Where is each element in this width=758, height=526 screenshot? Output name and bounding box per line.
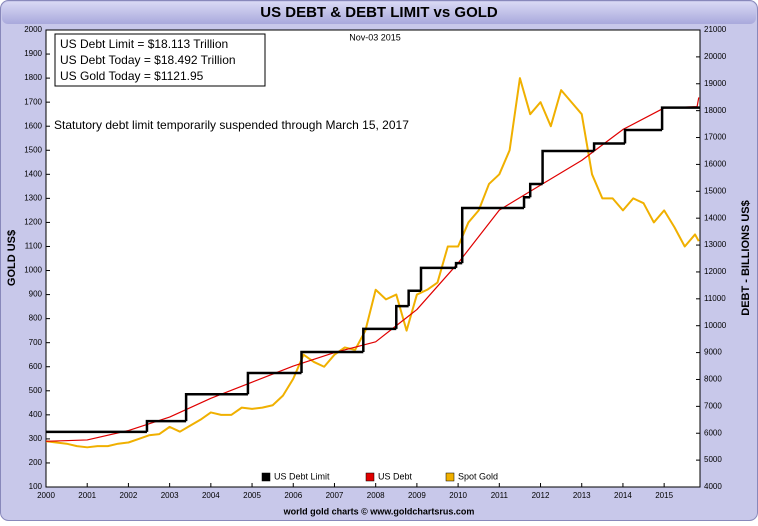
y-tick-label: 400 xyxy=(29,410,43,419)
y-tick-label: 100 xyxy=(29,482,43,491)
y-tick-label: 1900 xyxy=(24,49,42,58)
y2-tick-label: 14000 xyxy=(704,213,727,222)
y-tick-label: 1200 xyxy=(24,218,42,227)
chart-title: US DEBT & DEBT LIMIT vs GOLD xyxy=(260,4,498,21)
legend-swatch xyxy=(261,472,271,482)
y-tick-label: 1500 xyxy=(24,145,42,154)
y2-tick-label: 17000 xyxy=(704,133,727,142)
series-line xyxy=(45,97,700,442)
step-segment xyxy=(246,371,302,395)
x-tick-label: 2006 xyxy=(284,491,302,500)
y-tick-label: 700 xyxy=(29,338,43,347)
step-segment xyxy=(184,393,248,422)
legend-label: US Debt xyxy=(378,471,413,481)
x-tick-label: 2000 xyxy=(37,491,55,500)
credit: world gold charts © www.goldchartsrus.co… xyxy=(283,506,475,516)
legend-swatch xyxy=(365,472,375,482)
step-segment xyxy=(395,304,409,329)
y-tick-label: 200 xyxy=(29,458,43,467)
y2-tick-label: 19000 xyxy=(704,79,727,88)
title-bar xyxy=(2,2,756,24)
x-tick-label: 2005 xyxy=(243,491,261,500)
y2-tick-label: 20000 xyxy=(704,52,727,61)
y2-tick-label: 21000 xyxy=(704,25,727,34)
y2-tick-label: 18000 xyxy=(704,106,727,115)
y2-tick-label: 10000 xyxy=(704,321,727,330)
x-tick-label: 2004 xyxy=(202,491,220,500)
legend-label: Spot Gold xyxy=(458,471,498,481)
y2-tick-label: 12000 xyxy=(704,267,727,276)
step-segment xyxy=(660,106,700,131)
y-tick-label: 1800 xyxy=(24,73,42,82)
x-tick-label: 2009 xyxy=(408,491,426,500)
y2-tick-label: 13000 xyxy=(704,240,727,249)
y-tick-label: 2000 xyxy=(24,25,42,34)
x-tick-label: 2012 xyxy=(532,491,550,500)
y2-tick-label: 7000 xyxy=(704,401,722,410)
x-tick-label: 2008 xyxy=(367,491,385,500)
info-box xyxy=(54,33,266,87)
note: Statutory debt limit temporarily suspend… xyxy=(54,118,409,132)
info-line: US Debt Limit = $18.113 Trillion xyxy=(60,37,228,51)
x-tick-label: 2010 xyxy=(449,491,467,500)
step-segment xyxy=(407,289,422,307)
legend-swatch xyxy=(445,472,455,482)
step-segment xyxy=(419,266,457,291)
y2-tick-label: 11000 xyxy=(704,294,726,303)
y2-tick-label: 5000 xyxy=(704,455,722,464)
x-tick-label: 2015 xyxy=(655,491,673,500)
info-line: US Debt Today = $18.492 Trillion xyxy=(60,53,236,67)
x-tick-label: 2011 xyxy=(491,491,509,500)
y2-tick-label: 16000 xyxy=(704,160,727,169)
y2-tick-label: 6000 xyxy=(704,428,722,437)
y-tick-label: 1300 xyxy=(24,193,42,202)
y-tick-label: 500 xyxy=(29,386,43,395)
legend-label: US Debt Limit xyxy=(274,471,330,481)
step-segment xyxy=(623,128,663,144)
y-tick-label: 1700 xyxy=(24,97,42,106)
y-tick-label: 600 xyxy=(29,362,43,371)
step-segment xyxy=(454,261,463,268)
y-tick-label: 1100 xyxy=(25,242,43,251)
x-tick-label: 2014 xyxy=(614,491,632,500)
y2-tick-label: 4000 xyxy=(704,482,722,491)
x-tick-label: 2003 xyxy=(161,491,179,500)
date-label: Nov-03 2015 xyxy=(349,32,401,42)
y-tick-label: 300 xyxy=(29,434,43,443)
info-line: US Gold Today = $1121.95 xyxy=(60,69,204,83)
plot-area xyxy=(45,29,701,488)
step-segment xyxy=(460,206,525,264)
y2-tick-label: 9000 xyxy=(704,348,722,357)
x-tick-label: 2007 xyxy=(326,491,344,500)
y2-axis-label: DEBT - BILLIONS US$ xyxy=(740,200,752,316)
x-tick-label: 2013 xyxy=(573,491,591,500)
step-segment xyxy=(362,327,397,353)
y-tick-label: 1600 xyxy=(24,121,42,130)
y-tick-label: 1000 xyxy=(24,266,42,275)
y-tick-label: 800 xyxy=(29,314,43,323)
series-line xyxy=(45,77,700,449)
step-segment xyxy=(145,419,187,432)
y-axis-label: GOLD US$ xyxy=(6,230,18,286)
y2-tick-label: 8000 xyxy=(704,375,722,384)
y-tick-label: 1400 xyxy=(24,169,42,178)
y-tick-label: 900 xyxy=(29,290,43,299)
x-tick-label: 2002 xyxy=(120,491,138,500)
step-segment xyxy=(528,182,543,198)
step-segment xyxy=(541,149,595,185)
step-segment xyxy=(522,195,531,208)
x-tick-label: 2001 xyxy=(78,491,96,500)
y2-tick-label: 15000 xyxy=(704,186,727,195)
step-segment xyxy=(592,142,625,151)
step-segment xyxy=(300,350,364,374)
